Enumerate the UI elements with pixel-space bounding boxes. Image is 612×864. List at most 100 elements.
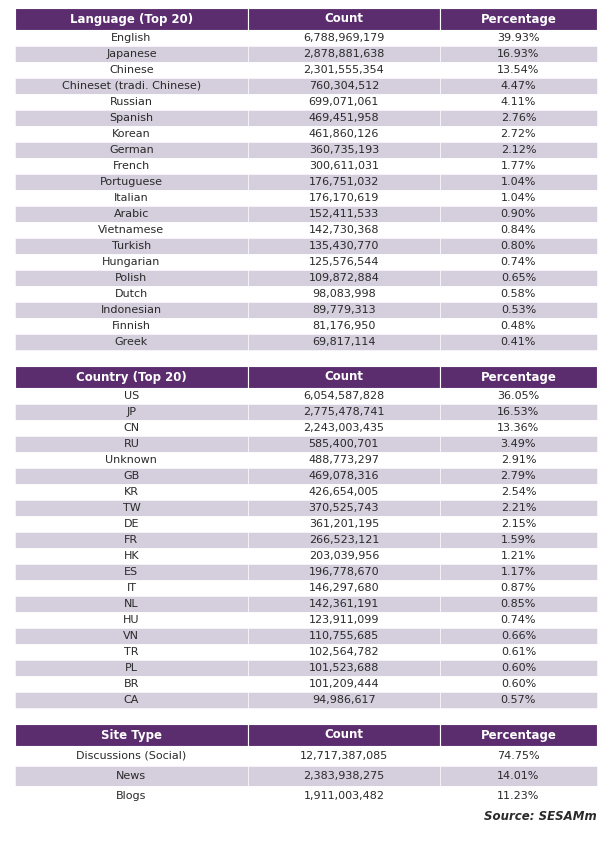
Text: 146,297,680: 146,297,680: [308, 583, 379, 593]
Bar: [15, 786, 248, 806]
Text: 135,430,770: 135,430,770: [308, 241, 379, 251]
Bar: [15, 500, 248, 516]
Text: French: French: [113, 161, 150, 171]
Bar: [440, 548, 597, 564]
Bar: [248, 500, 440, 516]
Bar: [248, 724, 440, 746]
Bar: [248, 786, 440, 806]
Text: German: German: [109, 145, 154, 155]
Text: VN: VN: [124, 631, 140, 641]
Bar: [440, 468, 597, 484]
Text: 6,054,587,828: 6,054,587,828: [303, 391, 384, 401]
Bar: [440, 110, 597, 126]
Bar: [248, 692, 440, 708]
Text: 2,243,003,435: 2,243,003,435: [304, 423, 384, 433]
Text: 361,201,195: 361,201,195: [308, 519, 379, 529]
Text: 4.47%: 4.47%: [501, 81, 536, 91]
Bar: [440, 452, 597, 468]
Text: 98,083,998: 98,083,998: [312, 289, 376, 299]
Text: Japanese: Japanese: [106, 49, 157, 59]
Text: 2.76%: 2.76%: [501, 113, 536, 123]
Bar: [440, 724, 597, 746]
Bar: [440, 270, 597, 286]
Text: 2.72%: 2.72%: [501, 129, 536, 139]
Text: Italian: Italian: [114, 193, 149, 203]
Bar: [440, 46, 597, 62]
Text: ES: ES: [124, 567, 138, 577]
Text: 2,878,881,638: 2,878,881,638: [303, 49, 384, 59]
Bar: [440, 676, 597, 692]
Bar: [248, 142, 440, 158]
Bar: [440, 660, 597, 676]
Bar: [248, 564, 440, 580]
Text: 4.11%: 4.11%: [501, 97, 536, 107]
Text: 1.04%: 1.04%: [501, 177, 536, 187]
Bar: [15, 532, 248, 548]
Bar: [248, 46, 440, 62]
Text: 101,523,688: 101,523,688: [308, 663, 379, 673]
Text: KR: KR: [124, 487, 139, 497]
Text: Turkish: Turkish: [112, 241, 151, 251]
Text: Vietnamese: Vietnamese: [99, 225, 165, 235]
Bar: [248, 628, 440, 644]
Text: 0.57%: 0.57%: [501, 695, 536, 705]
Text: 2,383,938,275: 2,383,938,275: [303, 771, 384, 781]
Bar: [440, 644, 597, 660]
Bar: [440, 612, 597, 628]
Bar: [248, 286, 440, 302]
Bar: [440, 238, 597, 254]
Text: JP: JP: [127, 407, 136, 417]
Bar: [440, 692, 597, 708]
Text: 81,176,950: 81,176,950: [312, 321, 376, 331]
Bar: [440, 500, 597, 516]
Bar: [440, 302, 597, 318]
Bar: [15, 468, 248, 484]
Bar: [15, 78, 248, 94]
Bar: [248, 158, 440, 174]
Bar: [248, 366, 440, 388]
Text: 16.53%: 16.53%: [498, 407, 540, 417]
Bar: [15, 564, 248, 580]
Bar: [15, 142, 248, 158]
Text: Polish: Polish: [115, 273, 147, 283]
Bar: [248, 30, 440, 46]
Bar: [15, 724, 248, 746]
Text: 370,525,743: 370,525,743: [308, 503, 379, 513]
Text: TR: TR: [124, 647, 139, 657]
Bar: [248, 206, 440, 222]
Bar: [15, 366, 248, 388]
Text: 469,078,316: 469,078,316: [308, 471, 379, 481]
Text: Blogs: Blogs: [116, 791, 147, 801]
Text: English: English: [111, 33, 152, 43]
Text: Chineset (tradi. Chinese): Chineset (tradi. Chinese): [62, 81, 201, 91]
Bar: [248, 270, 440, 286]
Bar: [15, 452, 248, 468]
Bar: [15, 190, 248, 206]
Bar: [15, 238, 248, 254]
Text: 39.93%: 39.93%: [497, 33, 540, 43]
Bar: [15, 596, 248, 612]
Bar: [440, 318, 597, 334]
Bar: [248, 644, 440, 660]
Text: 109,872,884: 109,872,884: [308, 273, 379, 283]
Bar: [248, 110, 440, 126]
Text: 13.54%: 13.54%: [497, 65, 540, 75]
Bar: [440, 596, 597, 612]
Bar: [248, 580, 440, 596]
Bar: [440, 254, 597, 270]
Text: 0.60%: 0.60%: [501, 679, 536, 689]
Text: Finnish: Finnish: [112, 321, 151, 331]
Bar: [15, 94, 248, 110]
Bar: [248, 404, 440, 420]
Bar: [440, 532, 597, 548]
Text: Language (Top 20): Language (Top 20): [70, 12, 193, 26]
Text: 0.53%: 0.53%: [501, 305, 536, 315]
Text: FR: FR: [124, 535, 138, 545]
Bar: [248, 468, 440, 484]
Bar: [15, 334, 248, 350]
Text: Country (Top 20): Country (Top 20): [76, 371, 187, 384]
Bar: [15, 436, 248, 452]
Text: 360,735,193: 360,735,193: [308, 145, 379, 155]
Bar: [15, 404, 248, 420]
Text: Count: Count: [324, 12, 364, 26]
